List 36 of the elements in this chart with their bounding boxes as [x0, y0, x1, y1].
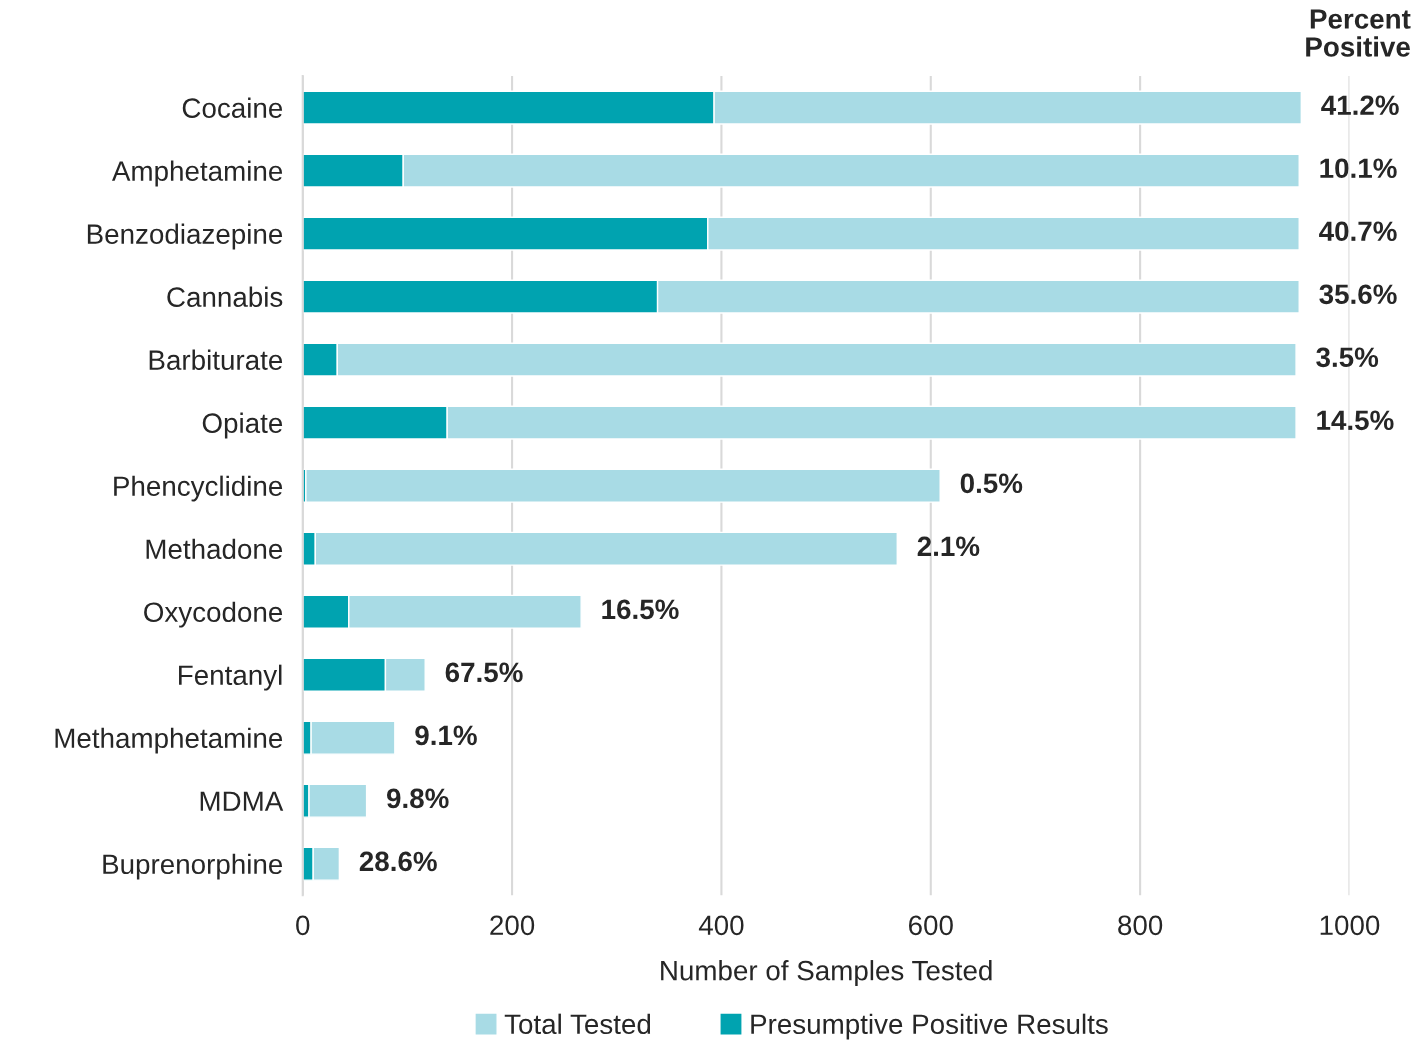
x-tick-label: 800	[1118, 915, 1163, 936]
y-tick-label: Benzodiazepine	[87, 223, 283, 250]
y-tick-label: Amphetamine	[111, 160, 283, 187]
text: Percent Positive	[1306, 9, 1411, 57]
y-tick-label: Methamphetamine	[55, 727, 283, 754]
annotation: 0.5%	[960, 473, 1023, 494]
annotation: 67.5%	[445, 662, 523, 683]
y-tick-label: Barbiturate	[149, 349, 283, 370]
x-tick-label: 1000	[1320, 915, 1380, 936]
y-tick-label: Cocaine	[182, 97, 283, 118]
x-tick-label: 0	[296, 915, 310, 936]
x-tick-label: 200	[490, 915, 535, 936]
annotation: 35.6%	[1319, 284, 1397, 305]
annotation: 3.5%	[1316, 347, 1379, 368]
annotation: 41.2%	[1321, 95, 1399, 116]
annotation: 9.1%	[415, 725, 477, 746]
annotation: 40.7%	[1319, 221, 1397, 242]
annotation: 9.8%	[386, 788, 449, 809]
annotation: 28.6%	[359, 851, 437, 872]
y-tick-label: Buprenorphine	[103, 853, 283, 880]
x-axis-title: Number of Samples Tested	[661, 960, 992, 986]
y-tick-label: Fentanyl	[179, 664, 282, 691]
y-tick-label: Phencyclidine	[114, 475, 283, 502]
x-tick-label: 400	[698, 915, 744, 936]
x-tick-label: 600	[909, 915, 953, 936]
y-tick-label: MDMA	[200, 791, 284, 811]
y-tick-label: Opiate	[202, 412, 283, 439]
y-tick-label: Methadone	[146, 538, 283, 560]
annotation: 14.5%	[1317, 410, 1394, 431]
y-tick-label: Cannabis	[167, 286, 283, 307]
annotation: 16.5%	[602, 599, 679, 620]
legend-label: Total Tested	[504, 1013, 651, 1035]
legend-label: Presumptive Positive Results	[751, 1013, 1108, 1040]
annotation: 2.1%	[917, 536, 980, 557]
y-tick-label: Oxycodone	[144, 601, 283, 628]
annotation: 10.1%	[1320, 158, 1397, 179]
